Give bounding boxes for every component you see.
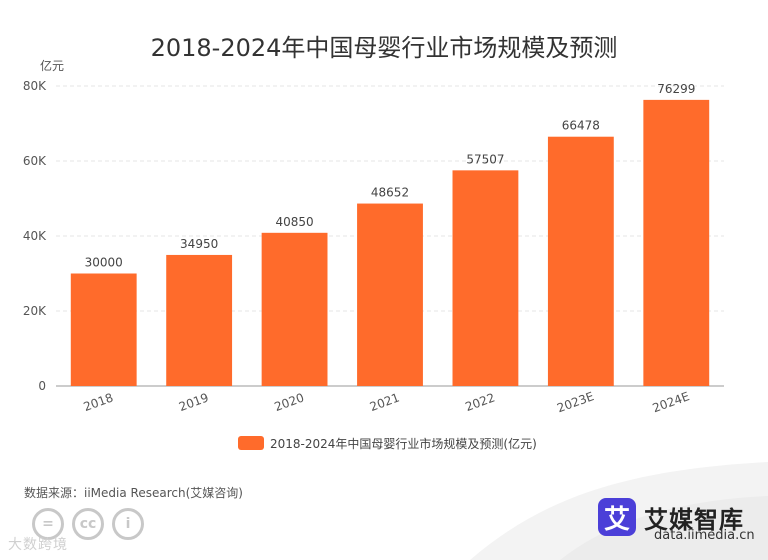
bar-2023E[interactable] [547, 136, 614, 386]
cc-icon: cc [72, 508, 104, 540]
bar-value-label: 57507 [466, 152, 504, 166]
nd-icon: = [32, 508, 64, 540]
bar-value-label: 48652 [371, 186, 409, 200]
y-tick-label: 20K [23, 304, 47, 318]
legend-swatch [238, 436, 264, 450]
bar-value-label: 40850 [275, 215, 313, 229]
legend[interactable]: 2018-2024年中国母婴行业市场规模及预测(亿元) [238, 434, 537, 452]
bar-2022[interactable] [452, 170, 519, 386]
bar-value-label: 34950 [180, 237, 218, 251]
bar-value-label: 66478 [562, 119, 600, 133]
y-tick-label: 0 [38, 379, 46, 393]
bars [70, 99, 710, 387]
by-icon: i [112, 508, 144, 540]
bar-2019[interactable] [166, 254, 233, 386]
brand-url: data.iimedia.cn [654, 528, 755, 543]
brand-name: 艾媒智库 [644, 505, 744, 534]
license-icons: = cc i [32, 508, 144, 540]
y-tick-label: 80K [23, 79, 47, 93]
brand-logo: 艾 艾媒智库 [598, 498, 744, 536]
data-labels: 30000 34950 40850 48652 57507 66478 76299 [85, 82, 696, 270]
legend-label: 2018-2024年中国母婴行业市场规模及预测(亿元) [270, 436, 537, 451]
brand-mark-icon: 艾 [598, 498, 636, 536]
bar-chart: 亿元 0 20K 40K 60K 80K 30000 34950 40850 48652 575… [23, 58, 724, 415]
bar-2020[interactable] [261, 232, 328, 386]
bar-value-label: 76299 [657, 82, 695, 96]
y-tick-label: 40K [23, 229, 47, 243]
chart-title: 2018-2024年中国母婴行业市场规模及预测 [150, 34, 618, 62]
bar-2018[interactable] [70, 273, 137, 387]
bar-value-label: 30000 [85, 256, 123, 270]
y-tick-label: 60K [23, 154, 47, 168]
bar-2021[interactable] [357, 203, 423, 386]
data-source: 数据来源：iiMedia Research(艾媒咨询) [24, 486, 243, 500]
bar-2024E[interactable] [643, 99, 710, 386]
y-unit-label: 亿元 [40, 58, 64, 73]
watermark: 大数跨境 [8, 537, 68, 553]
